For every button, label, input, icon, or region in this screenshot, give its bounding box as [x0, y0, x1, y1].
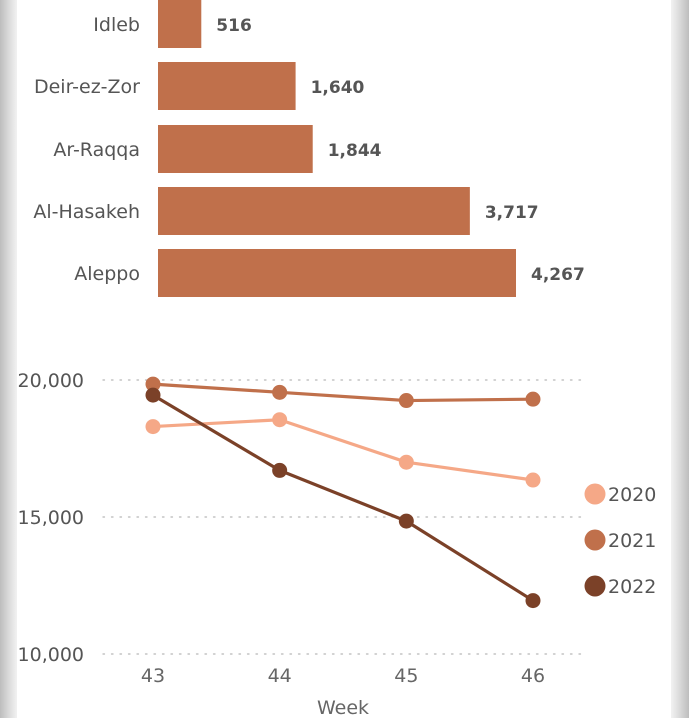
bar-idleb — [158, 0, 202, 48]
frame-left-shadow — [0, 0, 17, 718]
y-tick-label: 10,000 — [18, 644, 84, 666]
bar-category-label: Al-Hasakeh — [33, 201, 140, 223]
series-point-2022 — [272, 462, 288, 478]
legend-marker-2021 — [584, 529, 606, 551]
series-line-2020 — [152, 418, 534, 482]
bar-al-hasakeh — [158, 187, 470, 235]
bar-ar-raqqa — [158, 125, 313, 173]
line-chart: 10,000 15,000 20,000 43 44 45 46 Week 2020 2021 20… — [18, 370, 657, 718]
series-point-2020 — [398, 454, 414, 470]
bar-deir-ez-zor — [158, 62, 296, 110]
legend-label: 2020 — [608, 484, 656, 506]
series-point-2022 — [398, 513, 414, 529]
series-point-2020 — [272, 412, 288, 428]
bar-category-label: Idleb — [93, 14, 140, 36]
series-point-2020 — [145, 419, 161, 435]
x-tick-label: 44 — [268, 665, 292, 687]
legend-marker-2020 — [584, 483, 606, 505]
series-line-2022 — [152, 393, 534, 602]
legend-label: 2022 — [608, 576, 656, 598]
x-axis-title: Week — [317, 697, 369, 718]
bar-value-label: 516 — [216, 16, 252, 36]
series-line-2021 — [152, 382, 534, 403]
series-point-2021 — [398, 393, 414, 409]
bar-category-label: Aleppo — [74, 263, 140, 285]
bar-value-label: 1,844 — [328, 141, 382, 161]
x-tick-label: 43 — [141, 665, 165, 687]
bar-category-label: Ar-Raqqa — [53, 139, 140, 161]
series-point-2020 — [525, 472, 541, 488]
legend-marker-2022 — [584, 575, 606, 597]
series-point-2021 — [145, 376, 161, 392]
x-tick-label: 46 — [521, 665, 545, 687]
bar-value-label: 3,717 — [485, 203, 539, 223]
series-point-2021 — [272, 384, 288, 400]
bar-value-label: 1,640 — [311, 78, 365, 98]
bar-category-label: Deir-ez-Zor — [34, 76, 140, 98]
bar-chart: Idleb 516 Deir-ez-Zor 1,640 Ar-Raqqa 1,844 Al-… — [33, 0, 585, 297]
bar-value-label: 4,267 — [531, 265, 585, 285]
series-point-2022 — [525, 593, 541, 609]
legend-label: 2021 — [608, 530, 656, 552]
series-point-2021 — [525, 391, 541, 407]
series-point-2022 — [145, 387, 161, 403]
y-tick-label: 20,000 — [18, 370, 84, 392]
x-tick-label: 45 — [394, 665, 418, 687]
frame-right-shadow — [671, 0, 689, 718]
y-tick-label: 15,000 — [18, 507, 84, 529]
bar-aleppo — [158, 249, 516, 297]
